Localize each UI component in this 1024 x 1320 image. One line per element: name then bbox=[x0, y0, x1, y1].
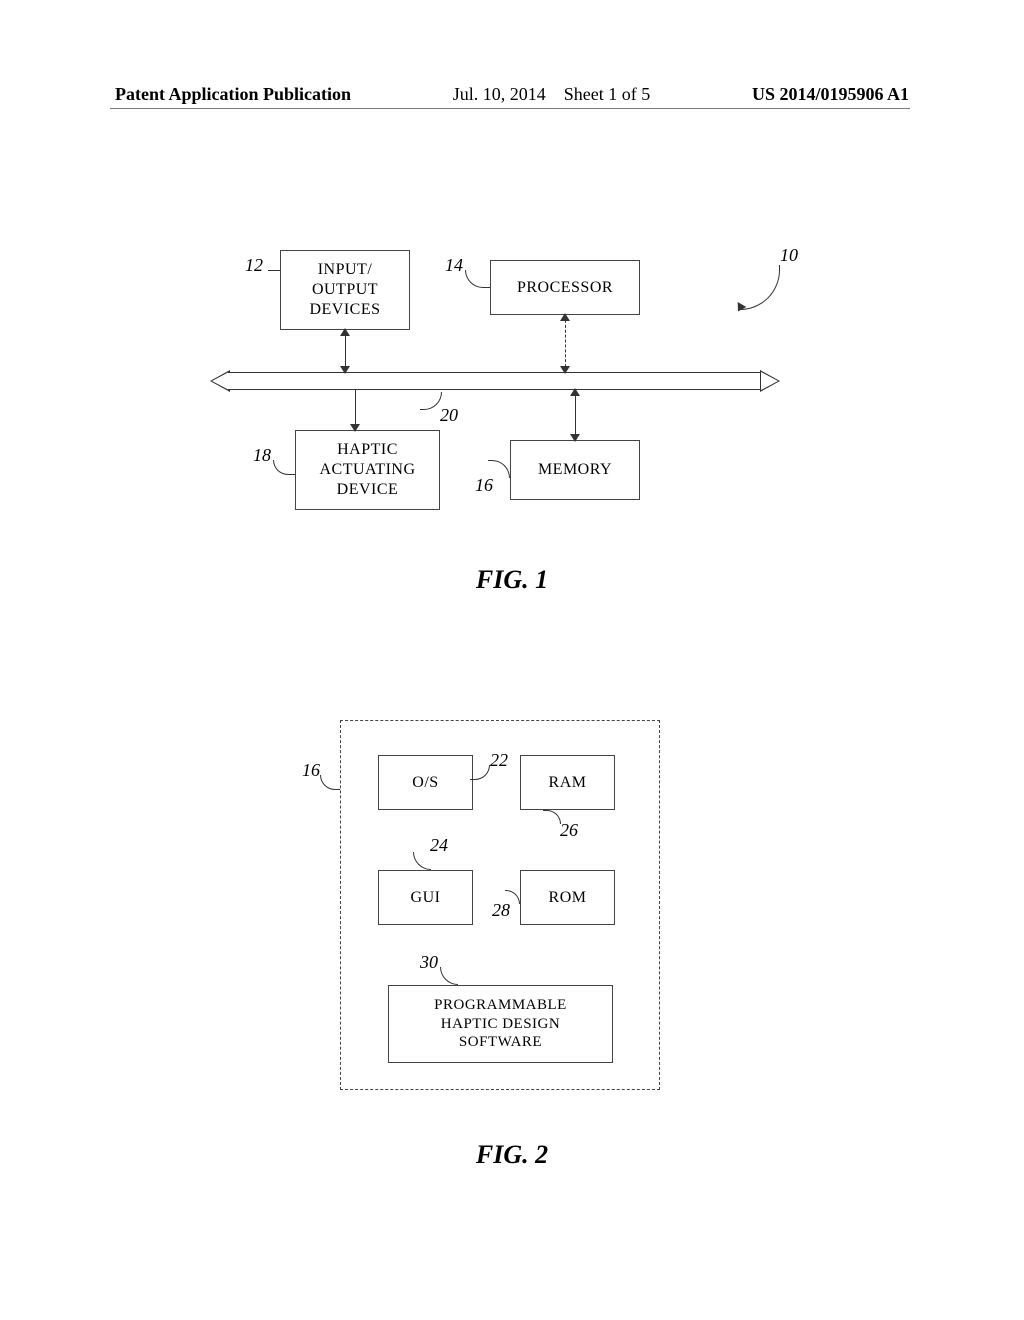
page-header: Patent Application Publication Jul. 10, … bbox=[0, 84, 1024, 105]
ref-16: 16 bbox=[475, 475, 493, 496]
figure-2: O/S RAM GUI ROM PROGRAMMABLE HAPTIC DESI… bbox=[0, 720, 1024, 1140]
box-memory-label: MEMORY bbox=[538, 460, 612, 480]
fig1-caption: FIG. 1 bbox=[0, 565, 1024, 595]
box-software: PROGRAMMABLE HAPTIC DESIGN SOFTWARE bbox=[388, 985, 613, 1063]
leader-12 bbox=[268, 270, 280, 271]
system-bus bbox=[210, 372, 780, 390]
leader-container-16 bbox=[320, 775, 340, 790]
header-sheet: Sheet 1 of 5 bbox=[564, 84, 650, 104]
leader-18 bbox=[273, 460, 295, 475]
ref-18: 18 bbox=[253, 445, 271, 466]
fig2-caption: FIG. 2 bbox=[0, 1140, 1024, 1170]
header-rule bbox=[110, 108, 910, 109]
box-ram: RAM bbox=[520, 755, 615, 810]
arrowhead-up-icon bbox=[340, 328, 350, 336]
ref-container-16: 16 bbox=[302, 760, 320, 781]
box-haptic: HAPTIC ACTUATING DEVICE bbox=[295, 430, 440, 510]
box-io-label: INPUT/ OUTPUT DEVICES bbox=[309, 260, 380, 320]
leader-14 bbox=[465, 270, 490, 288]
bus-body bbox=[228, 372, 762, 390]
ref-30: 30 bbox=[420, 952, 438, 973]
box-processor-label: PROCESSOR bbox=[517, 278, 613, 298]
arrowhead-down-icon bbox=[560, 366, 570, 374]
box-gui: GUI bbox=[378, 870, 473, 925]
leader-10 bbox=[740, 265, 780, 310]
ref-28: 28 bbox=[492, 900, 510, 921]
header-date-text: Jul. 10, 2014 bbox=[453, 84, 546, 104]
bus-arrow-right-icon bbox=[760, 370, 780, 392]
arrowhead-down-icon bbox=[570, 434, 580, 442]
connector-mem-bus bbox=[575, 390, 576, 440]
ref-14: 14 bbox=[445, 255, 463, 276]
header-date: Jul. 10, 2014 Sheet 1 of 5 bbox=[453, 84, 651, 105]
ref-10: 10 bbox=[780, 245, 798, 266]
ref-12: 12 bbox=[245, 255, 263, 276]
arrowhead-up-icon bbox=[560, 313, 570, 321]
ref-24: 24 bbox=[430, 835, 448, 856]
box-io-devices: INPUT/ OUTPUT DEVICES bbox=[280, 250, 410, 330]
header-pubno: US 2014/0195906 A1 bbox=[752, 84, 909, 105]
leader-20 bbox=[420, 392, 442, 410]
ref-20: 20 bbox=[440, 405, 458, 426]
box-software-label: PROGRAMMABLE HAPTIC DESIGN SOFTWARE bbox=[434, 996, 567, 1052]
connector-proc-bus bbox=[565, 315, 566, 372]
box-haptic-label: HAPTIC ACTUATING DEVICE bbox=[319, 440, 415, 500]
box-memory: MEMORY bbox=[510, 440, 640, 500]
ref-22: 22 bbox=[490, 750, 508, 771]
box-os-label: O/S bbox=[412, 773, 438, 793]
box-processor: PROCESSOR bbox=[490, 260, 640, 315]
ref-26: 26 bbox=[560, 820, 578, 841]
box-os: O/S bbox=[378, 755, 473, 810]
box-rom: ROM bbox=[520, 870, 615, 925]
header-left: Patent Application Publication bbox=[115, 84, 351, 105]
box-rom-label: ROM bbox=[549, 888, 587, 908]
bus-arrow-left-icon bbox=[210, 370, 230, 392]
arrowhead-up-icon bbox=[570, 388, 580, 396]
box-gui-label: GUI bbox=[411, 888, 441, 908]
box-ram-label: RAM bbox=[549, 773, 587, 793]
arrowhead-down-icon bbox=[340, 366, 350, 374]
arrowhead-down-icon bbox=[350, 424, 360, 432]
